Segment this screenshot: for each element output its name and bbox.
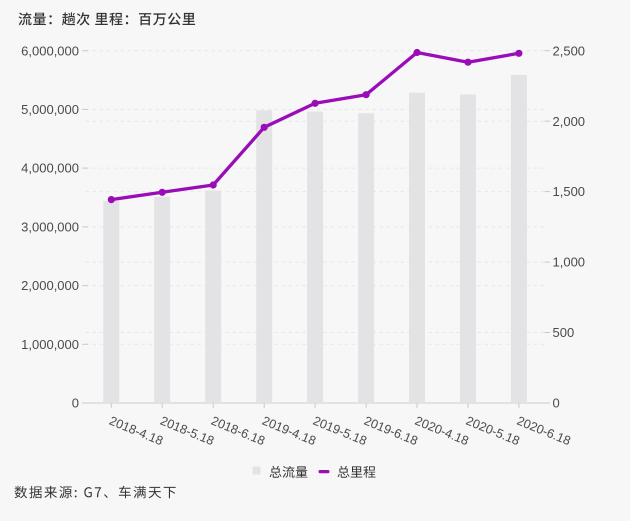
svg-text:2,000,000: 2,000,000 — [21, 278, 79, 293]
svg-text:1,000: 1,000 — [553, 255, 586, 270]
svg-text:3,000,000: 3,000,000 — [21, 220, 79, 235]
svg-text:0: 0 — [553, 396, 560, 411]
svg-text:4,000,000: 4,000,000 — [21, 161, 79, 176]
svg-text:0: 0 — [72, 396, 79, 411]
svg-text:2,000: 2,000 — [553, 114, 586, 129]
svg-text:2,500: 2,500 — [553, 43, 586, 58]
svg-text:5,000,000: 5,000,000 — [21, 102, 79, 117]
svg-text:1,000,000: 1,000,000 — [21, 337, 79, 352]
svg-text:6,000,000: 6,000,000 — [21, 43, 79, 58]
svg-text:1,500: 1,500 — [553, 184, 586, 199]
svg-text:500: 500 — [553, 325, 575, 340]
